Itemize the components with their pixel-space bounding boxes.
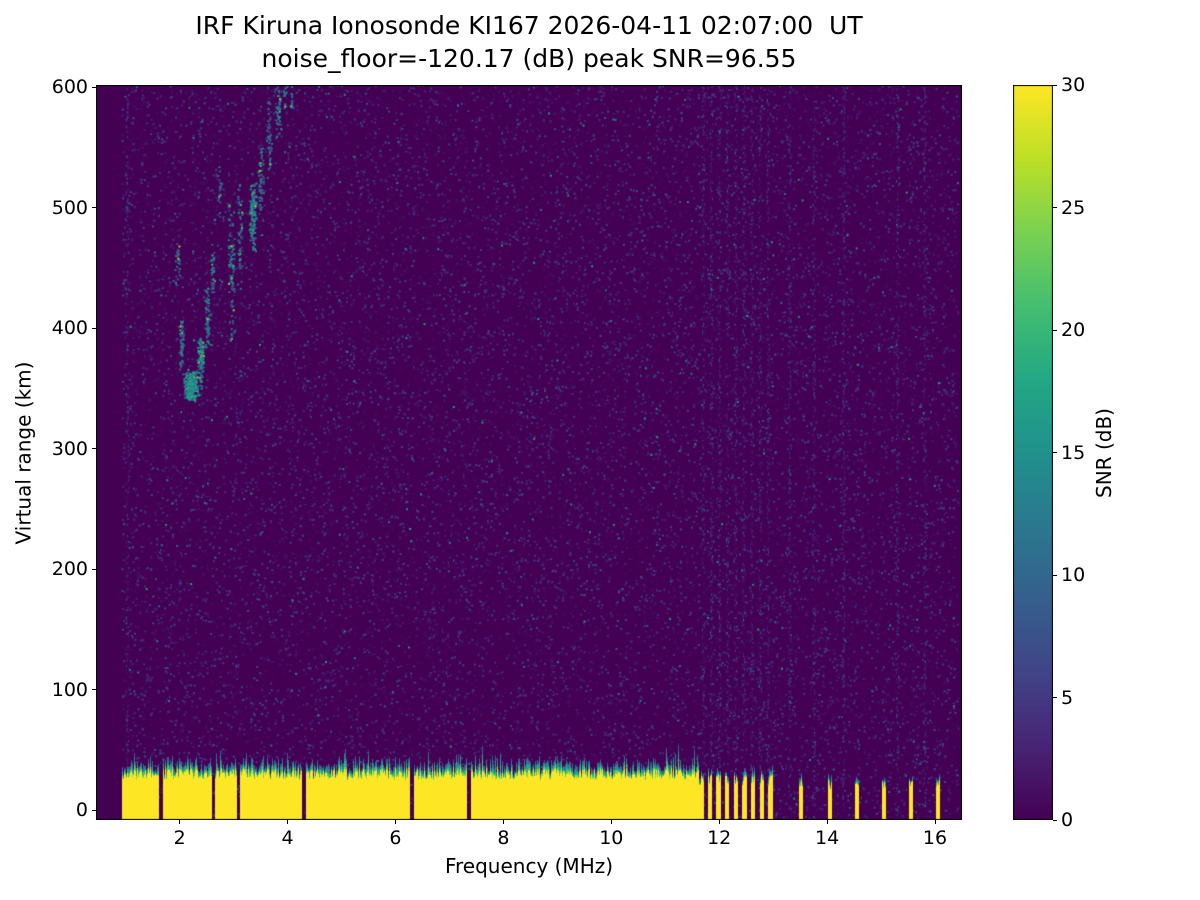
- colorbar-tick-label-25: 25: [1061, 196, 1086, 219]
- chart-title: IRF Kiruna Ionosonde KI167 2026-04-11 02…: [195, 11, 863, 40]
- x-tick-6: [394, 820, 396, 824]
- x-tick-4: [287, 820, 289, 824]
- x-axis-label: Frequency (MHz): [444, 854, 614, 878]
- x-tick-12: [718, 820, 720, 824]
- colorbar-tick-label-30: 30: [1061, 74, 1086, 96]
- y-tick-label-0: 0: [75, 799, 88, 822]
- x-tick-label-6: 6: [389, 827, 402, 849]
- y-tick-label-500: 500: [51, 196, 88, 219]
- x-tick-2: [179, 820, 181, 824]
- x-tick-label-8: 8: [497, 827, 510, 849]
- y-tick-label-600: 600: [51, 76, 88, 99]
- y-tick-600: [92, 86, 96, 88]
- y-tick-200: [92, 568, 96, 570]
- y-tick-500: [92, 207, 96, 209]
- x-tick-label-2: 2: [173, 827, 186, 849]
- x-tick-14: [826, 820, 828, 824]
- colorbar-tick-30: [1053, 84, 1057, 86]
- x-tick-16: [934, 820, 936, 824]
- y-tick-0: [92, 809, 96, 811]
- y-tick-300: [92, 448, 96, 450]
- y-tick-label-100: 100: [51, 678, 88, 701]
- x-tick-label-12: 12: [707, 827, 732, 849]
- y-tick-label-200: 200: [51, 558, 88, 581]
- colorbar-tick-label-10: 10: [1061, 564, 1086, 586]
- colorbar-tick-15: [1053, 452, 1057, 453]
- y-tick-400: [92, 327, 96, 329]
- colorbar-tick-label-15: 15: [1061, 441, 1086, 464]
- x-tick-label-16: 16: [922, 827, 948, 849]
- ionogram-heatmap: [96, 85, 962, 820]
- colorbar-tick-20: [1053, 329, 1057, 331]
- x-tick-label-10: 10: [599, 827, 624, 849]
- y-tick-label-300: 300: [51, 437, 88, 460]
- colorbar-gradient: [1013, 85, 1053, 820]
- y-tick-100: [92, 689, 96, 691]
- colorbar-tick-5: [1053, 697, 1057, 698]
- x-tick-label-14: 14: [815, 827, 840, 849]
- colorbar-tick-25: [1053, 207, 1057, 208]
- x-tick-label-4: 4: [281, 827, 294, 849]
- colorbar-tick-0: [1053, 819, 1057, 821]
- colorbar-tick-10: [1053, 574, 1057, 576]
- colorbar-tick-label-20: 20: [1061, 319, 1086, 341]
- x-tick-10: [610, 820, 612, 824]
- y-tick-label-400: 400: [51, 317, 88, 340]
- colorbar-tick-label-5: 5: [1061, 686, 1074, 709]
- x-tick-8: [502, 820, 504, 824]
- colorbar-tick-label-0: 0: [1061, 809, 1074, 831]
- chart-subtitle: noise_floor=-120.17 (dB) peak SNR=96.55: [261, 44, 797, 73]
